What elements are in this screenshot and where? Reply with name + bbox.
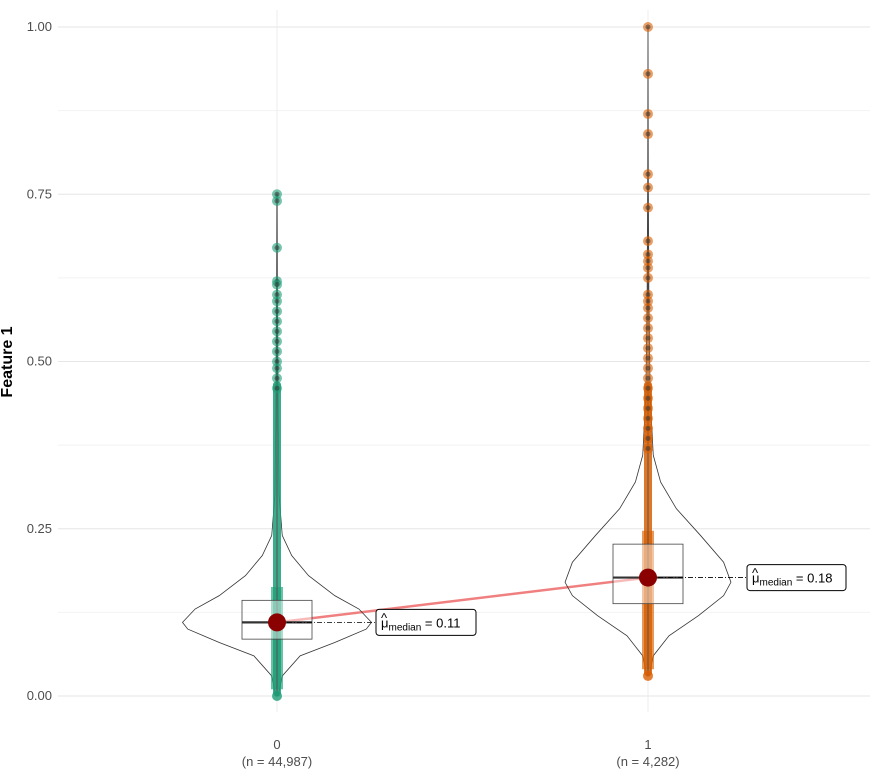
y-tick-label: 0.25 xyxy=(27,521,52,536)
outlier-core xyxy=(645,375,651,381)
outlier-core xyxy=(274,191,280,197)
outlier-core xyxy=(645,365,651,371)
mean-trend-line xyxy=(276,576,649,624)
min-point xyxy=(272,691,282,701)
outlier-core xyxy=(645,298,651,304)
violin-group-1: ^μmedian = 0.18 xyxy=(564,22,847,681)
outlier-core xyxy=(645,171,651,177)
outlier-core xyxy=(645,258,651,264)
annotation-hat: ^ xyxy=(381,610,388,625)
outlier-core xyxy=(274,245,280,251)
y-tick-label: 0.75 xyxy=(27,186,52,201)
annotation-label: μmedian = 0.11 xyxy=(381,615,460,633)
outlier-core xyxy=(645,425,651,431)
outlier-core xyxy=(645,435,651,441)
plot-area: ^μmedian = 0.11^μmedian = 0.18 xyxy=(181,22,847,701)
outlier-core xyxy=(274,282,280,288)
outlier-core xyxy=(645,111,651,117)
outlier-core xyxy=(645,315,651,321)
outlier-core xyxy=(645,131,651,137)
annotation-label: μmedian = 0.18 xyxy=(752,571,832,589)
outlier-core xyxy=(274,375,280,381)
outlier-core xyxy=(645,71,651,77)
outlier-core xyxy=(645,415,651,421)
outlier-core xyxy=(645,205,651,211)
y-tick-label: 0.00 xyxy=(27,688,52,703)
violin-group-0: ^μmedian = 0.11 xyxy=(181,189,477,701)
y-axis: 0.00 0.25 0.50 0.75 1.00 xyxy=(27,19,52,703)
grid-lines xyxy=(58,10,870,712)
x-tick-label: 1 xyxy=(644,737,651,752)
outlier-core xyxy=(645,335,651,341)
x-tick-count-label: (n = 4,282) xyxy=(616,754,679,769)
outlier-core xyxy=(274,385,280,391)
outlier-core xyxy=(645,405,651,411)
outlier-core xyxy=(645,395,651,401)
outlier-core xyxy=(274,338,280,344)
outlier-core xyxy=(274,308,280,314)
y-axis-title: Feature 1 xyxy=(0,326,16,397)
outlier-core xyxy=(274,198,280,204)
annotation-box xyxy=(375,608,477,636)
annotation-box xyxy=(746,564,847,592)
outlier-core xyxy=(645,24,651,30)
outlier-core xyxy=(645,292,651,298)
outlier-core xyxy=(645,275,651,281)
outlier-core xyxy=(274,298,280,304)
x-tick-label: 0 xyxy=(273,737,280,752)
annotation-hat: ^ xyxy=(752,566,759,581)
outlier-core xyxy=(645,355,651,361)
outlier-core xyxy=(645,238,651,244)
outlier-core xyxy=(274,328,280,334)
y-tick-label: 0.50 xyxy=(27,354,52,369)
outlier-core xyxy=(645,325,651,331)
outlier-core xyxy=(645,345,651,351)
y-tick-label: 1.00 xyxy=(27,19,52,34)
min-point xyxy=(643,670,653,681)
outlier-core xyxy=(645,185,651,191)
outlier-core xyxy=(274,318,280,324)
outlier-core xyxy=(274,292,280,298)
x-tick-count-label: (n = 44,987) xyxy=(242,754,312,769)
mean-point xyxy=(639,568,657,587)
outlier-core xyxy=(645,445,651,451)
outlier-core xyxy=(645,251,651,257)
mean-point xyxy=(268,613,286,632)
outlier-core xyxy=(274,348,280,354)
outlier-core xyxy=(645,265,651,271)
outlier-core xyxy=(645,385,651,391)
x-axis: 0 (n = 44,987) 1 (n = 4,282) xyxy=(242,737,680,769)
outlier-core xyxy=(274,359,280,364)
outlier-core xyxy=(645,305,651,311)
outlier-core xyxy=(274,365,280,371)
